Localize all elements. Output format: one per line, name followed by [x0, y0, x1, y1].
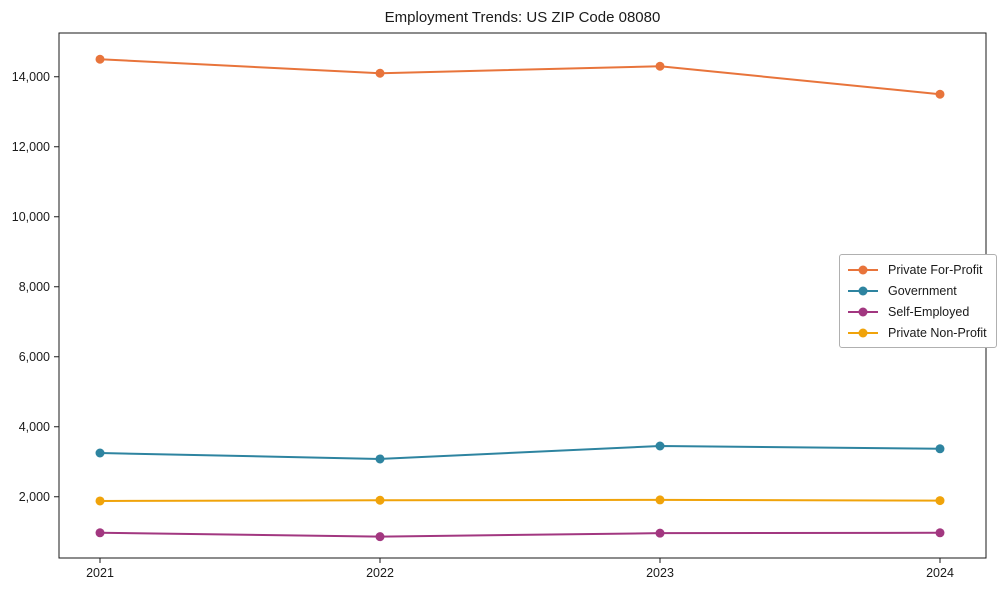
legend-item-label: Self-Employed	[888, 304, 970, 319]
legend-item-label: Government	[888, 283, 957, 298]
series-line	[99, 498, 941, 502]
data-point-marker	[375, 495, 385, 505]
legend: Private For-Profit Government Self-Employe…	[839, 254, 997, 348]
data-point-marker	[935, 444, 945, 454]
legend-item: Private For-Profit	[847, 259, 987, 280]
data-point-marker	[95, 528, 105, 538]
data-point-marker	[655, 528, 665, 538]
series-line	[99, 58, 941, 96]
x-tick-label: 2024	[926, 566, 954, 580]
legend-item: Self-Employed	[847, 301, 987, 322]
data-point-marker	[935, 89, 945, 99]
series-line	[99, 445, 941, 460]
data-point-marker	[655, 61, 665, 71]
legend-marker-icon	[848, 307, 878, 316]
y-tick-label: 8,000	[19, 280, 50, 294]
y-tick-label: 4,000	[19, 420, 50, 434]
legend-item: Government	[847, 280, 987, 301]
data-point-marker	[95, 448, 105, 458]
data-point-marker	[655, 495, 665, 505]
data-point-marker	[95, 496, 105, 506]
series-line	[99, 531, 941, 538]
x-tick-label: 2021	[86, 566, 114, 580]
legend-item-label: Private Non-Profit	[888, 325, 987, 340]
data-point-marker	[95, 54, 105, 64]
chart-title: Employment Trends: US ZIP Code 08080	[384, 9, 661, 26]
data-point-marker	[935, 496, 945, 506]
y-tick-label: 12,000	[12, 140, 50, 154]
legend-marker-icon	[848, 265, 878, 274]
x-tick-label: 2023	[646, 566, 674, 580]
legend-marker-icon	[848, 328, 878, 337]
legend-marker-icon	[848, 286, 878, 295]
legend-item: Private Non-Profit	[847, 322, 987, 343]
data-point-marker	[935, 528, 945, 538]
legend-item-label: Private For-Profit	[888, 262, 983, 277]
y-tick-label: 2,000	[19, 490, 50, 504]
y-tick-label: 6,000	[19, 350, 50, 364]
data-point-marker	[375, 454, 385, 464]
y-tick-label: 10,000	[12, 210, 50, 224]
y-tick-label: 14,000	[12, 70, 50, 84]
data-point-marker	[375, 532, 385, 542]
x-tick-label: 2022	[366, 566, 394, 580]
data-point-marker	[375, 68, 385, 78]
data-point-marker	[655, 441, 665, 451]
